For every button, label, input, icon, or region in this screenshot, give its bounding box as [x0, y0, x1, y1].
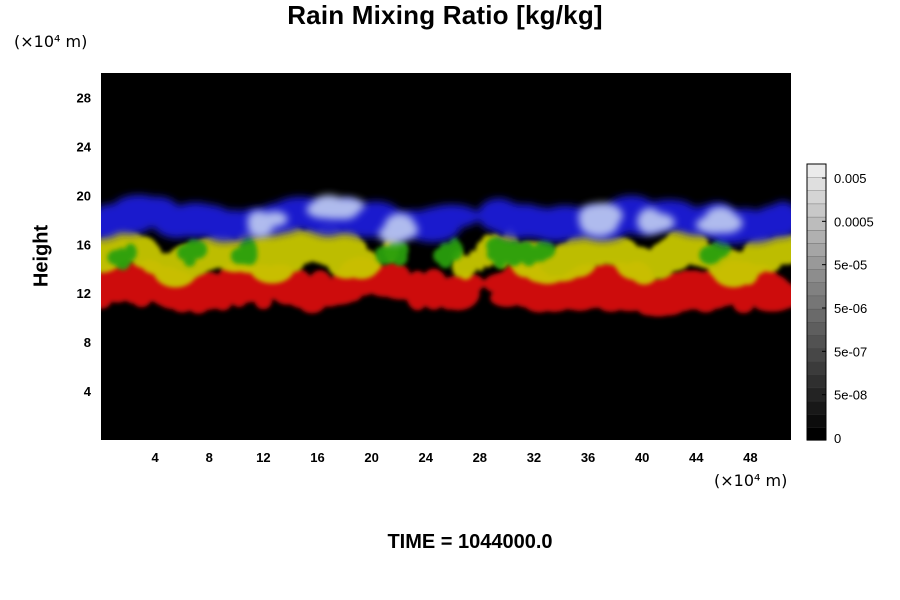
colorbar-label: 5e-07: [834, 344, 867, 359]
field-cell: [375, 245, 397, 259]
field-cell: [262, 211, 288, 227]
field-cell: [710, 243, 722, 262]
field-cell: [378, 224, 410, 244]
colorbar-swatch: [806, 282, 827, 297]
field-cell: [636, 212, 675, 232]
colorbar-swatch: [806, 347, 827, 362]
colorbar-swatch: [806, 255, 827, 270]
x-axis: 4 8 12 16 20 24 28 32 36 40 44 48: [152, 450, 758, 465]
colorbar-swatch: [806, 203, 827, 218]
colorbar-swatch: [806, 242, 827, 257]
colorbar-label: 5e-08: [834, 388, 867, 403]
field-cell: [111, 252, 132, 265]
field-band: [107, 235, 731, 271]
colorbar-label: 0.005: [834, 171, 867, 186]
field-cell: [766, 201, 791, 238]
colorbar-label: 0: [834, 431, 841, 446]
field-cell: [578, 204, 610, 231]
colorbar-label: 5e-06: [834, 301, 867, 316]
x-tick-label: 4: [152, 450, 160, 465]
colorbar-swatch: [806, 268, 827, 283]
colorbar: 0.005 0.0005 5e-05 5e-06 5e-07 5e-08 0: [806, 163, 874, 446]
field-cell: [423, 204, 480, 229]
colorbar-swatch: [806, 400, 827, 415]
y-tick-label: 16: [77, 237, 91, 252]
colorbar-swatch: [806, 321, 827, 336]
x-tick-label: 48: [743, 450, 757, 465]
field-layer: [101, 194, 791, 317]
x-tick-label: 40: [635, 450, 649, 465]
x-tick-label: 12: [256, 450, 270, 465]
colorbar-frame: [806, 163, 827, 441]
x-tick-label: 36: [581, 450, 595, 465]
colorbar-swatch: [806, 360, 827, 375]
x-tick-label: 44: [689, 450, 704, 465]
field-cell: [448, 273, 485, 294]
field-band: [247, 195, 743, 244]
colorbar-swatch: [806, 334, 827, 349]
y-tick-label: 20: [77, 188, 91, 203]
y-tick-label: 12: [77, 286, 91, 301]
field-cell: [764, 288, 791, 310]
chart-title: Rain Mixing Ratio [kg/kg]: [287, 0, 603, 30]
x-tick-label: 32: [527, 450, 541, 465]
x-unit-label: (×10⁴ m): [714, 471, 788, 490]
x-tick-label: 16: [310, 450, 324, 465]
field-cell: [486, 246, 506, 262]
y-tick-label: 8: [84, 335, 91, 350]
x-tick-label: 8: [206, 450, 213, 465]
colorbar-swatch: [806, 229, 827, 244]
field-cell: [437, 251, 454, 269]
colorbar-label: 0.0005: [834, 214, 874, 229]
colorbar-label: 5e-05: [834, 258, 867, 273]
colorbar-swatch: [806, 308, 827, 323]
field-cell: [764, 233, 791, 265]
colorbar-swatch: [806, 190, 827, 205]
colorbar-swatch: [806, 374, 827, 389]
y-tick-label: 4: [84, 384, 92, 399]
colorbar-swatch: [806, 176, 827, 191]
y-axis: 4 8 12 16 20 24 28: [77, 90, 92, 399]
field-cell: [327, 199, 360, 220]
y-unit-label: (×10⁴ m): [14, 32, 88, 51]
field-cell: [448, 236, 460, 257]
field-cell: [254, 290, 273, 310]
field-cell: [528, 247, 545, 262]
y-tick-label: 24: [77, 139, 92, 154]
field-cell: [708, 212, 743, 234]
field-cell: [339, 236, 367, 262]
time-annotation: TIME = 1044000.0: [387, 531, 553, 553]
colorbar-swatch: [806, 216, 827, 231]
x-tick-label: 24: [418, 450, 433, 465]
colorbar-swatch: [806, 163, 827, 178]
y-tick-label: 28: [77, 90, 91, 105]
field-cell: [181, 243, 195, 258]
field-cell: [241, 235, 256, 258]
colorbar-swatch: [806, 413, 827, 428]
x-tick-label: 20: [364, 450, 378, 465]
colorbar-swatch: [806, 295, 827, 310]
x-tick-label: 28: [473, 450, 487, 465]
